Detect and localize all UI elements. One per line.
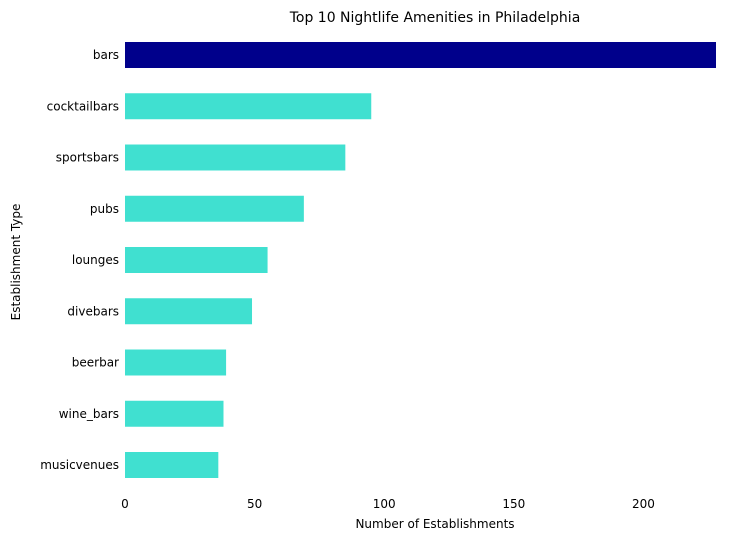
x-tick-label: 100 [373,497,396,511]
y-tick-label: divebars [67,304,119,318]
y-tick-label: cocktailbars [47,99,119,113]
y-tick-label: lounges [72,253,119,267]
bar-lounges [125,247,268,273]
chart-title: Top 10 Nightlife Amenities in Philadelph… [289,10,581,26]
x-tick-label: 150 [502,497,525,511]
bar-cocktailbars [125,93,372,120]
bar-beerbar [125,349,227,376]
y-tick-label: sportsbars [56,151,119,165]
bar-pubs [125,195,304,222]
y-tick-label: wine_bars [59,407,119,421]
x-axis-label: Number of Establishments [355,517,514,531]
y-tick-label: bars [93,48,119,62]
y-axis-ticks: bars cocktailbars sportsbars pubs lounges div… [40,48,119,472]
x-tick-label: 50 [247,497,262,511]
y-tick-label: beerbar [72,356,119,370]
y-tick-label: pubs [90,202,119,216]
bar-sportsbars [125,144,346,171]
y-axis-label: Establishment Type [9,204,23,321]
bar-bars [125,42,716,68]
bar-divebars [125,298,253,325]
x-axis-ticks: 0 50 100 150 200 [121,497,655,511]
bar-wine-bars [125,400,224,427]
y-tick-label: musicvenues [40,458,119,472]
x-tick-label: 0 [121,497,129,511]
plot-area [125,42,716,478]
bar-musicvenues [125,452,219,478]
x-tick-label: 200 [632,497,655,511]
